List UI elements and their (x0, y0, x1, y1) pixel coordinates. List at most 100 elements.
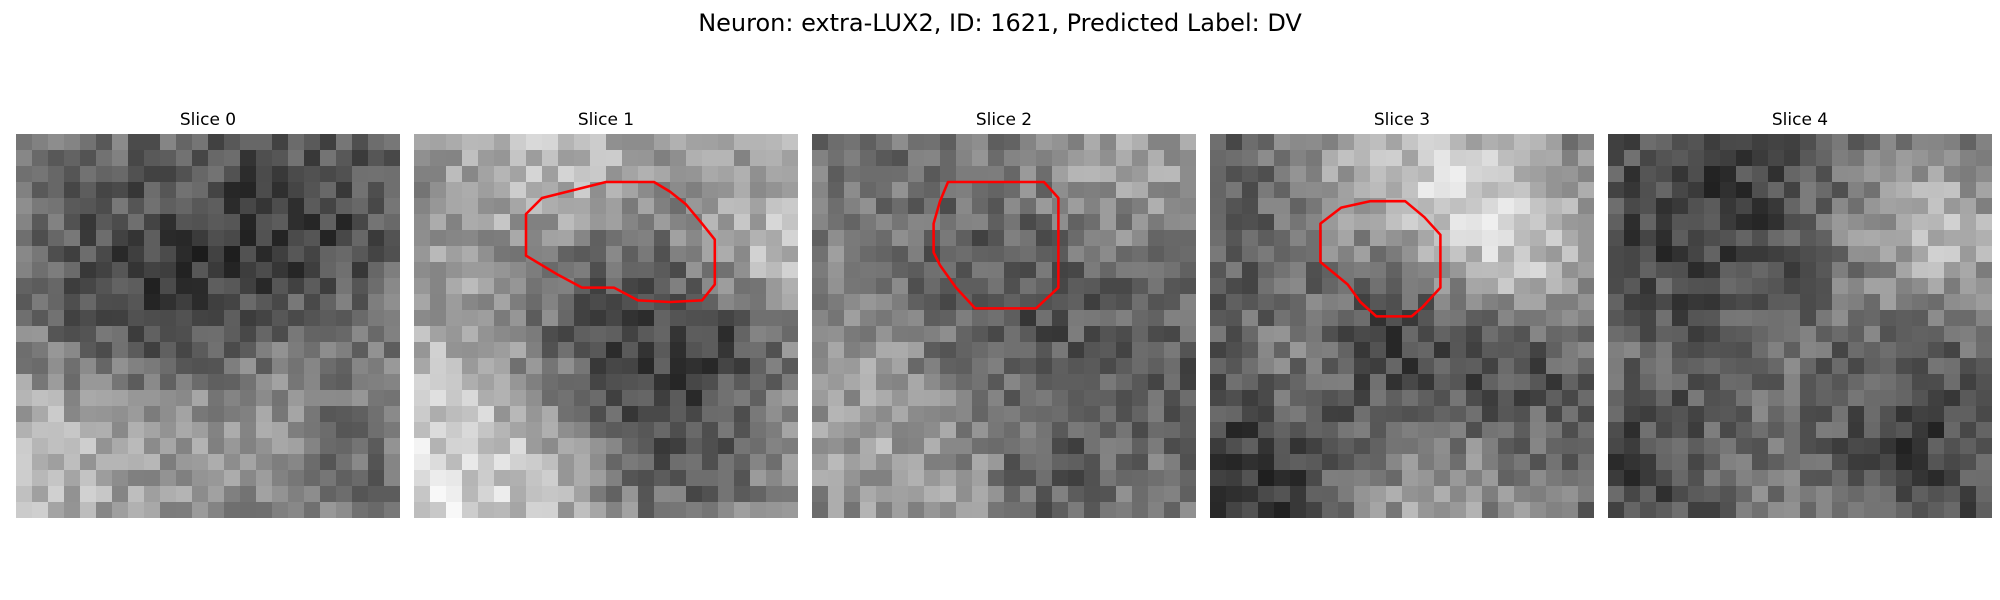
slice-pixel (844, 470, 861, 487)
slice-pixel (1482, 486, 1499, 503)
slice-pixel (1354, 262, 1371, 279)
slice-pixel (1784, 358, 1801, 375)
slice-pixel (892, 278, 909, 295)
slice-pixel (1132, 182, 1149, 199)
slice-pixel (924, 166, 941, 183)
slice-pixel (574, 486, 591, 503)
slice-pixel (1704, 230, 1721, 247)
slice-pixel (176, 374, 193, 391)
slice-pixel (1816, 150, 1833, 167)
slice-pixel (590, 246, 607, 263)
slice-pixel (494, 486, 511, 503)
slice-pixel (208, 390, 225, 407)
slice-pixel (558, 422, 575, 439)
slice-pixel (1816, 342, 1833, 359)
slice-pixel (766, 470, 783, 487)
slice-pixel (1624, 326, 1641, 343)
slice-pixel (1880, 262, 1897, 279)
slice-pixel (1848, 278, 1865, 295)
slice-pixel (48, 342, 65, 359)
slice-pixel (908, 374, 925, 391)
slice-pixel (336, 294, 353, 311)
slice-pixel (1466, 214, 1483, 231)
slice-pixel (288, 182, 305, 199)
slice-pixel (1912, 326, 1929, 343)
slice-pixel (1466, 246, 1483, 263)
slice-pixel (272, 326, 289, 343)
slice-pixel (750, 406, 767, 423)
slice-pixel (1338, 438, 1355, 455)
slice-pixel (288, 470, 305, 487)
slice-pixel (288, 310, 305, 327)
slice-pixel (1386, 278, 1403, 295)
slice-pixel (860, 326, 877, 343)
slice-pixel (1084, 294, 1101, 311)
slice-pixel (1864, 166, 1881, 183)
slice-pixel (1720, 342, 1737, 359)
slice-pixel (1164, 166, 1181, 183)
slice-pixel (96, 454, 113, 471)
slice-pixel (494, 214, 511, 231)
slice-pixel (240, 294, 257, 311)
slice-pixel (1546, 294, 1563, 311)
slice-pixel (876, 502, 893, 518)
slice-pixel (1370, 390, 1387, 407)
slice-pixel (256, 278, 273, 295)
slice-pixel (1402, 182, 1419, 199)
slice-pixel (1148, 358, 1165, 375)
slice-pixel (1768, 422, 1785, 439)
slice-pixel (1624, 278, 1641, 295)
slice-pixel (574, 214, 591, 231)
slice-pixel (1736, 454, 1753, 471)
slice-pixel (734, 198, 751, 215)
slice-pixel (462, 214, 479, 231)
slice-pixel (1514, 358, 1531, 375)
slice-pixel (1816, 214, 1833, 231)
slice-pixel (782, 150, 798, 167)
slice-pixel (1036, 166, 1053, 183)
slice-pixel (766, 294, 783, 311)
slice-pixel (766, 198, 783, 215)
slice-pixel (702, 342, 719, 359)
slice-pixel (1720, 230, 1737, 247)
slice-pixel (1210, 166, 1227, 183)
slice-pixel (1784, 390, 1801, 407)
slice-pixel (64, 406, 81, 423)
slice-pixel (526, 214, 543, 231)
slice-pixel (686, 502, 703, 518)
slice-pixel (750, 342, 767, 359)
slice-pixel (940, 166, 957, 183)
slice-pixel (1116, 438, 1133, 455)
slice-pixel (1338, 182, 1355, 199)
slice-pixel (1976, 406, 1992, 423)
slice-pixel (590, 310, 607, 327)
slice-pixel (1258, 134, 1275, 151)
slice-pixel (1912, 214, 1929, 231)
slice-pixel (1944, 278, 1961, 295)
slice-pixel (48, 230, 65, 247)
slice-pixel (1912, 246, 1929, 263)
slice-pixel (1832, 166, 1849, 183)
slice-pixel (1084, 438, 1101, 455)
slice-pixel (654, 198, 671, 215)
slice-pixel (1386, 182, 1403, 199)
slice-pixel (192, 246, 209, 263)
slice-pixel (1816, 358, 1833, 375)
slice-pixel (224, 342, 241, 359)
slice-pixel (414, 294, 431, 311)
slice-pixel (1290, 262, 1307, 279)
slice-pixel (1164, 182, 1181, 199)
slice-pixel (446, 262, 463, 279)
slice-pixel (128, 294, 145, 311)
slice-pixel (144, 470, 161, 487)
slice-pixel (144, 454, 161, 471)
slice-pixel (1880, 406, 1897, 423)
slice-pixel (1306, 342, 1323, 359)
slice-pixel (1530, 374, 1547, 391)
slice-pixel (462, 262, 479, 279)
slice-pixel (1768, 390, 1785, 407)
slice-pixel (1514, 262, 1531, 279)
slice-pixel (478, 150, 495, 167)
slice-pixel (1068, 470, 1085, 487)
slice-pixel (1180, 342, 1196, 359)
